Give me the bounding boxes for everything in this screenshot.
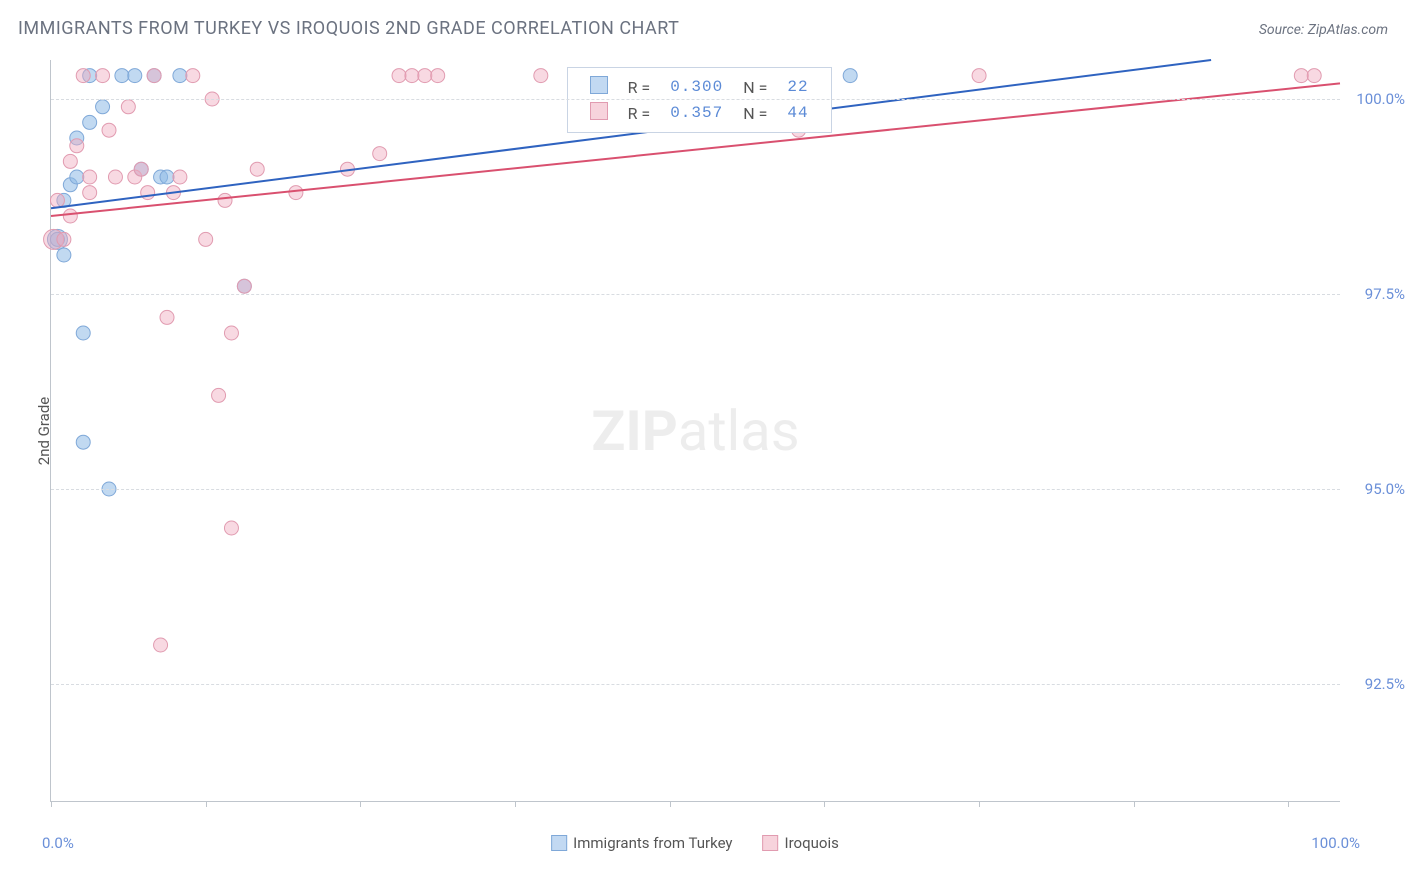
data-point-series2 <box>418 69 432 83</box>
stats-n-value: 22 <box>777 74 818 100</box>
chart-svg <box>51 60 1340 801</box>
stats-n-label: N = <box>733 74 777 100</box>
data-point-series2 <box>63 154 77 168</box>
y-tick-label: 100.0% <box>1356 90 1405 108</box>
data-point-series2 <box>534 69 548 83</box>
x-tick <box>360 801 361 807</box>
x-tick <box>1288 801 1289 807</box>
data-point-series2 <box>431 69 445 83</box>
stats-r-label: R = <box>618 74 661 100</box>
x-tick <box>51 801 52 807</box>
gridline <box>51 99 1340 100</box>
data-point-series2 <box>108 170 122 184</box>
data-point-series2 <box>405 69 419 83</box>
plot-container: ZIPatlas R =0.300N =22R =0.357N =44 92.5… <box>50 60 1340 802</box>
data-point-series2 <box>373 147 387 161</box>
data-point-series1 <box>83 115 97 129</box>
legend-item-series1: Immigrants from Turkey <box>551 834 732 852</box>
data-point-series2 <box>289 186 303 200</box>
data-point-series2 <box>218 193 232 207</box>
stats-table: R =0.300N =22R =0.357N =44 <box>580 74 819 126</box>
data-point-series1 <box>70 170 84 184</box>
data-point-series1 <box>76 435 90 449</box>
chart-title: IMMIGRANTS FROM TURKEY VS IROQUOIS 2ND G… <box>18 18 679 39</box>
stats-r-value: 0.357 <box>660 100 733 126</box>
y-tick-label: 95.0% <box>1365 480 1405 498</box>
source-label: Source: <box>1259 22 1304 38</box>
y-tick-label: 97.5% <box>1365 285 1405 303</box>
x-axis-min-label: 0.0% <box>42 834 74 852</box>
data-point-series2 <box>70 139 84 153</box>
data-point-series2 <box>83 186 97 200</box>
legend-label-series1: Immigrants from Turkey <box>573 834 732 852</box>
data-point-series2 <box>121 100 135 114</box>
data-point-series2 <box>173 170 187 184</box>
stats-r-value: 0.300 <box>660 74 733 100</box>
data-point-series2 <box>154 638 168 652</box>
data-point-series1 <box>57 248 71 262</box>
data-point-series2 <box>76 69 90 83</box>
legend-swatch-series1 <box>551 835 567 851</box>
data-point-series1 <box>76 326 90 340</box>
data-point-series2 <box>57 232 71 246</box>
legend-label-series2: Iroquois <box>785 834 839 852</box>
data-point-series2 <box>63 209 77 223</box>
stats-r-label: R = <box>618 100 661 126</box>
data-point-series2 <box>50 193 64 207</box>
data-point-series2 <box>1307 69 1321 83</box>
gridline <box>51 489 1340 490</box>
data-point-series2 <box>96 69 110 83</box>
stats-swatch <box>590 76 608 94</box>
bottom-legend: Immigrants from Turkey Iroquois <box>551 834 839 852</box>
data-point-series1 <box>843 69 857 83</box>
plot-area: ZIPatlas R =0.300N =22R =0.357N =44 92.5… <box>50 60 1340 802</box>
title-bar: IMMIGRANTS FROM TURKEY VS IROQUOIS 2ND G… <box>18 18 1388 39</box>
legend-swatch-series2 <box>763 835 779 851</box>
y-tick-label: 92.5% <box>1365 675 1405 693</box>
stats-n-value: 44 <box>777 100 818 126</box>
data-point-series2 <box>224 326 238 340</box>
x-tick <box>824 801 825 807</box>
data-point-series1 <box>173 69 187 83</box>
legend-item-series2: Iroquois <box>763 834 839 852</box>
x-tick <box>515 801 516 807</box>
source-value: ZipAtlas.com <box>1308 22 1388 38</box>
stats-row: R =0.357N =44 <box>580 100 819 126</box>
stats-swatch <box>590 102 608 120</box>
x-tick <box>1134 801 1135 807</box>
data-point-series2 <box>392 69 406 83</box>
data-point-series1 <box>115 69 129 83</box>
y-axis-label: 2nd Grade <box>35 397 53 465</box>
x-axis-max-label: 100.0% <box>1311 834 1360 852</box>
data-point-series2 <box>186 69 200 83</box>
data-point-series1 <box>96 100 110 114</box>
data-point-series2 <box>212 388 226 402</box>
stats-n-label: N = <box>733 100 777 126</box>
x-tick <box>670 801 671 807</box>
gridline <box>51 294 1340 295</box>
data-point-series2 <box>160 310 174 324</box>
data-point-series2 <box>134 162 148 176</box>
data-point-series2 <box>83 170 97 184</box>
data-point-series2 <box>250 162 264 176</box>
data-point-series2 <box>147 69 161 83</box>
stats-row: R =0.300N =22 <box>580 74 819 100</box>
data-point-series2 <box>224 521 238 535</box>
data-point-series2 <box>1294 69 1308 83</box>
data-point-series2 <box>199 232 213 246</box>
data-point-series1 <box>128 69 142 83</box>
data-point-series2 <box>141 186 155 200</box>
data-point-series2 <box>237 279 251 293</box>
correlation-stats-box: R =0.300N =22R =0.357N =44 <box>567 67 832 133</box>
x-tick <box>206 801 207 807</box>
data-point-series2 <box>972 69 986 83</box>
source-attribution: Source: ZipAtlas.com <box>1259 22 1388 38</box>
x-tick <box>979 801 980 807</box>
data-point-series1 <box>160 170 174 184</box>
data-point-series2 <box>102 123 116 137</box>
gridline <box>51 684 1340 685</box>
